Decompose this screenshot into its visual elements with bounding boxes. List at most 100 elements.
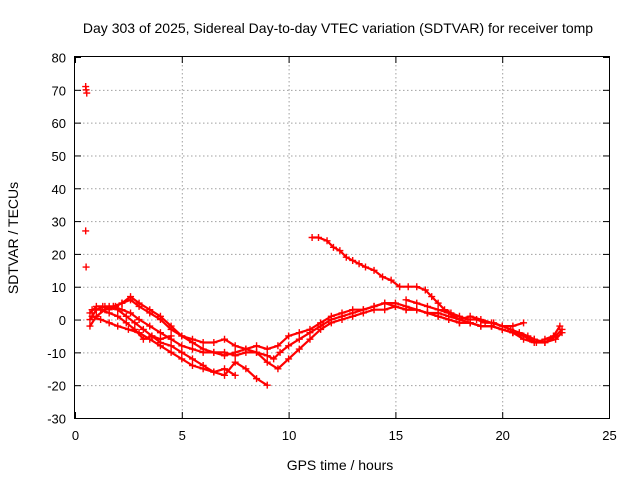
data-point xyxy=(413,299,421,307)
y-tick-label: 20 xyxy=(52,247,66,262)
data-point xyxy=(263,352,271,360)
grid-lines xyxy=(75,57,609,418)
data-point xyxy=(135,329,143,337)
data-point xyxy=(285,332,293,340)
data-point xyxy=(199,365,207,373)
y-tick-label: 80 xyxy=(52,51,66,66)
data-point xyxy=(413,283,421,291)
data-point xyxy=(381,299,389,307)
data-point xyxy=(387,276,395,284)
data-point xyxy=(221,365,229,373)
x-axis-label: GPS time / hours xyxy=(287,457,394,473)
data-point xyxy=(188,355,196,363)
data-point xyxy=(86,322,94,330)
data-point xyxy=(477,322,485,330)
data-point xyxy=(156,342,164,350)
y-tick-label: 60 xyxy=(52,116,66,131)
series-track-e xyxy=(88,312,239,379)
data-point xyxy=(105,309,113,317)
data-point xyxy=(139,325,147,333)
data-point xyxy=(146,322,154,330)
data-point xyxy=(97,306,105,314)
data-point xyxy=(221,352,229,360)
data-point xyxy=(295,329,303,337)
data-point xyxy=(361,263,369,271)
data-point xyxy=(541,339,549,347)
series-track-f xyxy=(105,302,175,343)
data-point xyxy=(167,322,175,330)
data-point xyxy=(434,306,442,314)
x-tick-label: 20 xyxy=(495,428,509,443)
data-point xyxy=(402,306,410,314)
data-point xyxy=(327,319,335,327)
x-tick-label: 15 xyxy=(389,428,403,443)
data-point xyxy=(477,316,485,324)
data-point xyxy=(82,227,90,235)
data-point xyxy=(156,312,164,320)
data-point xyxy=(118,299,126,307)
data-point xyxy=(114,306,122,314)
data-point xyxy=(515,329,523,337)
data-point xyxy=(402,296,410,304)
x-tick-label: 10 xyxy=(282,428,296,443)
y-tick-label: 40 xyxy=(52,182,66,197)
y-tick-label: -10 xyxy=(47,346,66,361)
data-point xyxy=(242,345,250,353)
data-point xyxy=(317,325,325,333)
data-point xyxy=(221,371,229,379)
x-tick-label: 5 xyxy=(179,428,186,443)
data-point xyxy=(329,243,337,251)
axis-ticks: 0 5 10 15 20 25 -30 -20 -10 0 10 20 30 40 50 60 70 80 xyxy=(47,51,617,444)
data-point xyxy=(359,309,367,317)
data-point xyxy=(274,365,282,373)
data-point xyxy=(83,89,91,97)
data-point xyxy=(423,309,431,317)
data-point xyxy=(270,355,278,363)
data-point xyxy=(306,335,314,343)
data-point xyxy=(210,348,218,356)
data-point xyxy=(178,355,186,363)
data-point xyxy=(148,332,156,340)
data-point xyxy=(188,361,196,369)
data-point xyxy=(82,263,90,271)
data-point xyxy=(308,234,316,241)
data-point xyxy=(336,247,344,255)
data-point xyxy=(370,306,378,314)
data-point xyxy=(188,339,196,347)
data-point xyxy=(156,335,164,343)
y-tick-label: 30 xyxy=(52,215,66,230)
data-point xyxy=(97,316,105,324)
y-tick-label: 70 xyxy=(52,83,66,98)
y-tick-label: 0 xyxy=(59,313,66,328)
data-point xyxy=(114,322,122,330)
data-point xyxy=(379,273,387,281)
data-point xyxy=(524,332,532,340)
data-point xyxy=(370,266,378,274)
data-point xyxy=(295,345,303,353)
data-point xyxy=(349,256,357,264)
data-point xyxy=(421,286,429,294)
data-point xyxy=(338,316,346,324)
series-outliers xyxy=(82,83,91,271)
data-point xyxy=(445,309,453,317)
data-point xyxy=(263,358,271,366)
data-point xyxy=(178,332,186,340)
data-point xyxy=(404,283,412,291)
data-point xyxy=(210,339,218,347)
data-point xyxy=(381,306,389,314)
data-point xyxy=(276,348,284,356)
data-point xyxy=(105,302,113,310)
data-point xyxy=(188,345,196,353)
data-point xyxy=(210,368,218,376)
data-point xyxy=(231,358,239,366)
data-point xyxy=(315,234,323,241)
data-point xyxy=(199,339,207,347)
x-tick-label: 0 xyxy=(72,428,79,443)
data-point xyxy=(199,348,207,356)
data-point xyxy=(122,319,130,327)
data-point xyxy=(127,293,135,301)
data-point xyxy=(221,335,229,343)
data-point xyxy=(558,329,566,337)
data-point xyxy=(520,319,528,327)
